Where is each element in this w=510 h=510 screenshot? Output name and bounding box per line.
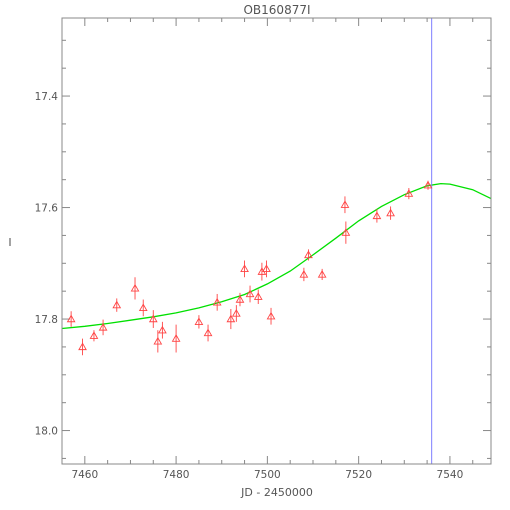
data-point <box>372 209 382 223</box>
triangle-marker <box>245 289 255 298</box>
x-tick-label: 7520 <box>345 469 372 481</box>
data-point <box>194 315 204 329</box>
data-point <box>203 324 213 342</box>
triangle-marker <box>130 283 140 292</box>
triangle-marker <box>240 264 249 273</box>
y-tick-label: 17.4 <box>35 91 59 103</box>
data-point <box>226 309 236 330</box>
x-tick-label: 7500 <box>254 469 281 481</box>
x-tick-label: 7540 <box>437 469 464 481</box>
data-point <box>304 249 313 261</box>
data-point <box>153 330 163 353</box>
data-point <box>98 319 108 336</box>
y-tick-label: 17.8 <box>35 314 58 326</box>
data-point <box>212 293 222 311</box>
triangle-marker <box>89 331 99 339</box>
data-point <box>235 292 245 307</box>
triangle-marker <box>372 211 382 220</box>
axis-ticks: 7460 7480 7500 7520 7540 17.4 17.6 17.8 18.0 <box>35 18 491 481</box>
triangle-marker <box>317 269 327 278</box>
triangle-marker <box>78 342 87 351</box>
triangle-marker <box>404 189 414 197</box>
plot-frame <box>61 17 492 465</box>
triangle-marker <box>148 314 158 323</box>
x-tick-label: 7480 <box>163 469 190 481</box>
triangle-marker <box>66 314 76 323</box>
data-point <box>423 180 433 190</box>
data-point <box>299 267 309 282</box>
triangle-marker <box>153 336 163 345</box>
triangle-marker <box>203 328 213 337</box>
triangle-marker <box>340 200 350 208</box>
y-axis-label: I <box>8 236 11 249</box>
triangle-marker <box>158 325 167 334</box>
data-point <box>89 330 99 342</box>
data-point <box>130 277 140 300</box>
data-point <box>341 221 351 244</box>
triangle-marker <box>138 303 148 312</box>
data-point <box>317 268 327 281</box>
triangle-marker <box>304 250 313 259</box>
x-axis-label: JD - 2450000 <box>240 486 313 499</box>
triangle-marker <box>423 180 433 189</box>
triangle-marker <box>235 295 245 303</box>
x-tick-label: 7460 <box>71 469 98 481</box>
model-curve <box>61 182 492 330</box>
triangle-marker <box>171 334 181 342</box>
triangle-marker <box>194 317 204 325</box>
data-point <box>262 260 271 278</box>
triangle-marker <box>262 264 271 273</box>
data-point <box>240 260 249 278</box>
data-point <box>266 307 276 325</box>
data-point <box>78 338 87 356</box>
triangle-marker <box>341 228 351 236</box>
triangle-marker <box>226 314 236 323</box>
triangle-marker <box>212 297 222 306</box>
data-point <box>404 188 414 200</box>
triangle-marker <box>386 208 395 217</box>
data-point <box>231 305 241 322</box>
data-point <box>253 289 263 304</box>
triangle-marker <box>231 308 241 317</box>
data-point <box>112 298 122 312</box>
data-point <box>245 285 255 303</box>
data-point <box>386 206 395 220</box>
model-curve-group <box>61 182 492 330</box>
data-point <box>138 299 148 317</box>
data-point <box>171 324 181 353</box>
triangle-marker <box>299 269 309 278</box>
data-point <box>158 321 167 339</box>
data-point <box>340 196 350 214</box>
data-point <box>148 310 158 328</box>
triangle-marker <box>98 322 108 331</box>
triangle-marker <box>112 300 122 309</box>
triangle-marker <box>266 311 276 320</box>
observations-group <box>66 180 433 356</box>
y-tick-label: 18.0 <box>35 426 58 438</box>
data-point <box>66 311 76 327</box>
y-tick-label: 17.6 <box>35 203 59 215</box>
triangle-marker <box>253 292 263 300</box>
chart-title: OB160877I <box>243 3 310 17</box>
